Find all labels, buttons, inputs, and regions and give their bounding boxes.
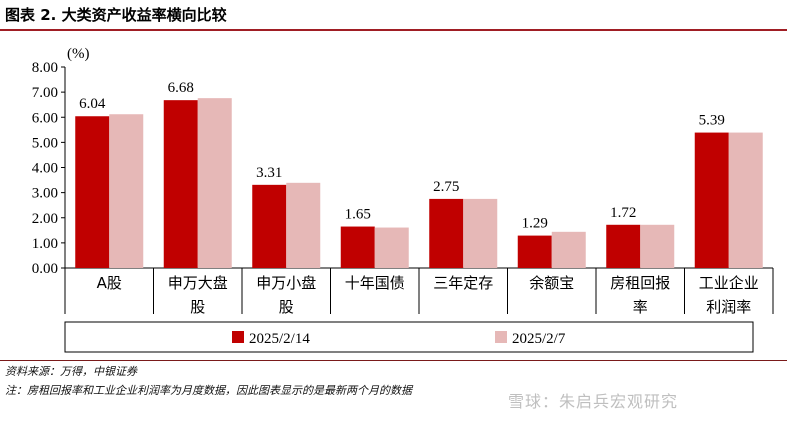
notes-divider [0, 360, 787, 361]
category-label: 利润率 [706, 298, 751, 316]
chart-data-labels: 6.04 6.68 3.31 1.65 2.75 1.29 1.72 5.39 [79, 80, 725, 231]
category-label: 三年定存 [433, 274, 493, 292]
chart-bars [75, 98, 763, 269]
legend-swatch [232, 331, 244, 343]
data-label: 1.65 [345, 207, 371, 223]
data-label: 1.29 [522, 216, 548, 232]
y-tick-label: 3.00 [32, 186, 58, 202]
bar [374, 227, 409, 268]
category-label: 申万小盘 [256, 274, 316, 292]
watermark-text: 雪球：朱启兵宏观研究 [508, 392, 679, 411]
bar [197, 98, 232, 268]
category-label: 工业企业 [699, 274, 759, 292]
data-label: 5.39 [699, 113, 725, 129]
category-label: 十年国债 [345, 274, 405, 292]
y-tick-label: 0.00 [32, 261, 58, 277]
y-tick-label: 2.00 [32, 211, 58, 227]
figure-title: 图表 2. 大类资产收益率横向比较 [5, 6, 227, 24]
data-label: 1.72 [610, 205, 636, 221]
y-tick-label: 6.00 [32, 110, 58, 126]
category-label: 股 [190, 298, 205, 316]
bar [517, 235, 552, 268]
bar [694, 132, 729, 268]
legend-label: 2025/2/7 [512, 331, 566, 347]
bar-chart: 0.001.002.003.004.005.006.007.008.00(%) … [32, 46, 774, 353]
title-divider [0, 29, 787, 31]
category-label: 率 [633, 298, 648, 316]
bar [75, 116, 110, 269]
data-label: 2.75 [433, 179, 459, 195]
bar [640, 224, 675, 268]
y-tick-label: 4.00 [32, 161, 58, 177]
category-label: 股 [279, 298, 294, 316]
footnote: 注：房租回报率和工业企业利润率为月度数据，因此图表显示的是最新两个月的数据 [5, 384, 412, 397]
bar [728, 132, 763, 268]
legend-swatch [495, 331, 507, 343]
y-tick-label: 1.00 [32, 236, 58, 252]
bar [109, 114, 144, 268]
data-label: 3.31 [256, 165, 282, 181]
data-label: 6.68 [168, 80, 194, 96]
legend-label: 2025/2/14 [249, 331, 310, 347]
y-tick-label: 5.00 [32, 135, 58, 151]
bar [163, 100, 198, 268]
chart-legend: 2025/2/14 2025/2/7 [64, 321, 754, 353]
bar [606, 224, 641, 268]
category-label: 房租回报 [610, 274, 670, 292]
bar [286, 182, 321, 268]
bar [340, 226, 375, 268]
y-unit-label: (%) [67, 46, 90, 62]
category-label: 余额宝 [529, 274, 574, 292]
chart-notes: 资料来源：万得，中银证券 注：房租回报率和工业企业利润率为月度数据，因此图表显示… [5, 362, 412, 400]
y-tick-label: 7.00 [32, 85, 58, 101]
bar [429, 198, 464, 268]
bar [463, 198, 498, 268]
bar [252, 184, 287, 268]
y-tick-label: 8.00 [32, 60, 58, 76]
category-label: A股 [97, 274, 122, 292]
legend-box [64, 321, 754, 353]
bar [551, 231, 586, 268]
source-note: 资料来源：万得，中银证券 [5, 365, 137, 378]
data-label: 6.04 [79, 96, 106, 112]
category-label: 申万大盘 [168, 274, 228, 292]
